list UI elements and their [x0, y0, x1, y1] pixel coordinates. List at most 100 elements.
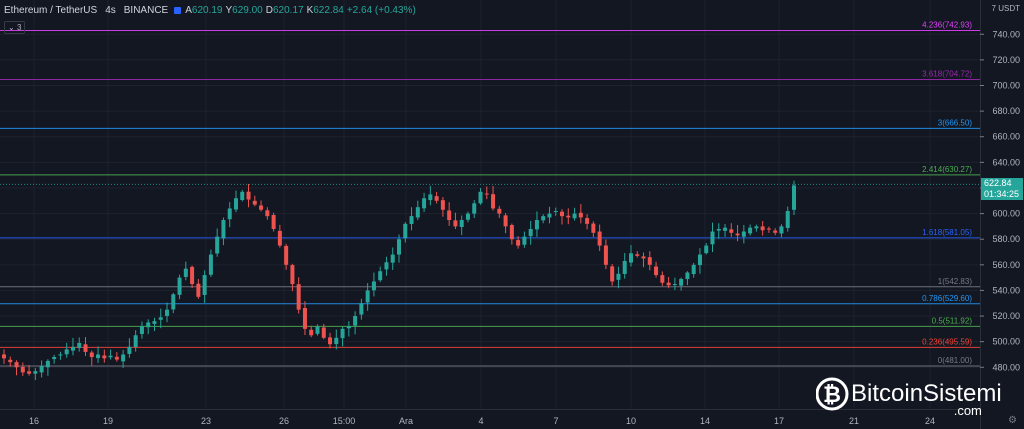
- x-tick-label: 15:00: [333, 416, 356, 426]
- candle-down: [735, 233, 740, 236]
- candle-up: [547, 213, 552, 218]
- candle-up: [553, 211, 558, 213]
- gear-icon[interactable]: ⚙: [1008, 415, 1017, 426]
- candle-up: [221, 219, 226, 239]
- candle-down: [8, 359, 13, 363]
- x-tick-label: 17: [774, 416, 784, 426]
- candle-up: [384, 262, 389, 270]
- candle-up: [710, 231, 715, 245]
- candle-up: [227, 208, 232, 220]
- candle-down: [89, 352, 94, 358]
- candle-up: [397, 239, 401, 255]
- candle-up: [359, 303, 364, 315]
- candle-down: [516, 240, 521, 246]
- candle-up: [165, 309, 170, 316]
- price-change: +2.64 (+0.43%): [346, 4, 416, 16]
- candle-up: [64, 349, 69, 355]
- candle-down: [27, 371, 32, 374]
- candle-up: [315, 326, 320, 334]
- y-tick-label: 520.00: [992, 311, 1020, 321]
- y-tick-label: 700.00: [992, 81, 1020, 91]
- candle-up: [628, 253, 633, 263]
- x-tick-label: 10: [626, 416, 636, 426]
- candle-down: [277, 230, 282, 246]
- candle-up: [403, 223, 408, 239]
- candle-up: [534, 219, 539, 230]
- candle-down: [302, 307, 307, 329]
- fib-level-label: 0(481.00): [938, 356, 973, 365]
- candle-down: [654, 266, 659, 276]
- chart-header: Ethereum / TetherUS 4s BINANCE A620.19 Y…: [4, 3, 419, 17]
- candle-up: [371, 281, 376, 291]
- candle-up: [215, 236, 220, 254]
- candle-up: [202, 275, 207, 295]
- candle-up: [52, 357, 57, 360]
- candle-up: [334, 337, 339, 345]
- candle-down: [729, 229, 734, 233]
- x-tick-label: 19: [103, 416, 113, 426]
- market-status-icon: [174, 6, 182, 14]
- candle-up: [77, 342, 82, 348]
- candle-down: [503, 215, 508, 227]
- candle-down: [102, 355, 107, 359]
- candle-down: [760, 226, 765, 231]
- candle-up: [616, 273, 621, 280]
- x-tick-label: 26: [279, 416, 289, 426]
- candle-down: [83, 344, 88, 352]
- candle-up: [741, 231, 746, 237]
- candle-up: [409, 216, 414, 224]
- candle-down: [252, 200, 257, 205]
- candle-down: [284, 245, 289, 265]
- candle-up: [792, 185, 796, 210]
- symbol-name[interactable]: Ethereum / TetherUS: [4, 4, 98, 16]
- y-tick-label: 640.00: [992, 157, 1020, 167]
- fib-level-label: 2.414(630.27): [922, 165, 972, 174]
- candle-down: [603, 245, 608, 265]
- candle-down: [641, 256, 646, 259]
- candle-up: [779, 226, 784, 234]
- candle-up: [528, 228, 533, 237]
- y-tick-label: 500.00: [992, 337, 1020, 347]
- candlestick-series: [0, 180, 980, 381]
- candle-up: [522, 236, 527, 245]
- candle-up: [171, 294, 176, 310]
- candle-down: [440, 200, 445, 210]
- candle-up: [572, 213, 577, 219]
- candle-up: [70, 346, 75, 351]
- fibonacci-levels: 4.236(742.93) 3.618(704.72) 3(666.50) 2.414…: [0, 21, 980, 367]
- candle-up: [127, 346, 132, 354]
- candle-down: [497, 208, 502, 214]
- candle-up: [390, 254, 395, 263]
- y-tick-label: 680.00: [992, 106, 1020, 116]
- candle-down: [453, 220, 458, 227]
- x-tick-label: 16: [29, 416, 39, 426]
- x-tick-label: Ara: [399, 416, 413, 426]
- candle-up: [152, 321, 157, 324]
- candle-up: [240, 191, 245, 200]
- candle-up: [340, 328, 345, 339]
- y-tick-label: 480.00: [992, 362, 1020, 372]
- candle-up: [679, 278, 684, 286]
- interval-label[interactable]: 4s: [105, 4, 116, 16]
- candle-up: [365, 290, 370, 303]
- fib-level-label: 3(666.50): [938, 118, 973, 127]
- candle-down: [296, 284, 301, 310]
- candle-up: [146, 322, 151, 328]
- candle-down: [591, 223, 596, 233]
- fib-level-label: 1.618(581.05): [922, 228, 972, 237]
- candle-down: [447, 210, 452, 220]
- candle-up: [422, 198, 427, 209]
- x-tick-label: 24: [925, 416, 935, 426]
- y-tick-label: 600.00: [992, 209, 1020, 219]
- ohlc-low: D620.17: [265, 4, 304, 16]
- candle-down: [114, 356, 119, 360]
- candle-down: [660, 275, 665, 283]
- candle-up: [672, 284, 677, 286]
- x-tick-label: 14: [700, 416, 710, 426]
- candle-down: [328, 337, 333, 345]
- candle-up: [208, 254, 213, 275]
- candle-down: [290, 265, 295, 285]
- y-tick-label: 660.00: [992, 132, 1020, 142]
- indicator-toggle[interactable]: ⌄ 3: [4, 21, 26, 34]
